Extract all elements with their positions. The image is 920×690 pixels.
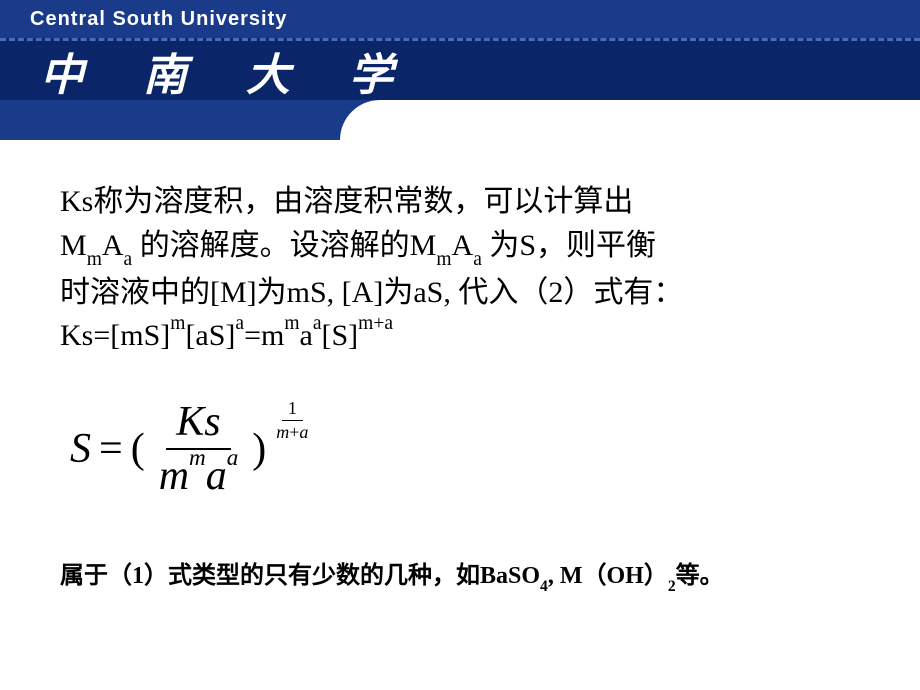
formula-den-m-exp: m bbox=[189, 444, 206, 470]
text-line2-e: 为S，则平衡 bbox=[482, 229, 656, 262]
formula-rparen: ) bbox=[252, 425, 266, 473]
formula-equals: = bbox=[99, 425, 123, 473]
university-chinese: 中 南 大 学 bbox=[40, 39, 417, 103]
superscript-mplusa: m+a bbox=[358, 313, 393, 334]
text-line4-d: a bbox=[300, 319, 313, 352]
footer-sub-4: 4 bbox=[540, 578, 548, 595]
formula-exp-den-m: m bbox=[276, 422, 289, 442]
formula-den-m: m bbox=[159, 453, 189, 499]
subscript-m: m bbox=[436, 249, 451, 270]
footer-text-b: , M（OH） bbox=[548, 563, 668, 589]
formula-denominator: mmaa bbox=[149, 450, 249, 500]
formula-exp-num: 1 bbox=[282, 398, 303, 421]
superscript-m: m bbox=[170, 313, 185, 334]
text-line1: Ks称为溶度积，由溶度积常数，可以计算出 bbox=[60, 185, 633, 218]
formula-den-a: a bbox=[206, 453, 227, 499]
formula-S: S bbox=[70, 425, 91, 473]
text-line2-c: 的溶解度。设溶解的M bbox=[132, 229, 436, 262]
text-line2-a: M bbox=[60, 229, 87, 262]
text-line4-e: [S] bbox=[322, 319, 359, 352]
superscript-m: m bbox=[284, 313, 299, 334]
formula-exp-den: m+a bbox=[272, 421, 312, 443]
slide-content: Ks称为溶度积，由溶度积常数，可以计算出 MmAa 的溶解度。设溶解的MmAa … bbox=[0, 140, 920, 594]
formula-fraction: Ks mmaa bbox=[149, 398, 249, 500]
formula-lparen: ( bbox=[131, 425, 145, 473]
formula-exponent-fraction: 1 m+a bbox=[272, 398, 312, 443]
subscript-a: a bbox=[124, 249, 133, 270]
subscript-a: a bbox=[473, 249, 482, 270]
solubility-formula: S = ( Ks mmaa ) 1 m+a bbox=[70, 398, 870, 500]
footer-text-a: 属于（1）式类型的只有少数的几种，如BaSO bbox=[60, 563, 540, 589]
text-line2-b: A bbox=[102, 229, 124, 262]
formula-exp-den-plus: + bbox=[289, 422, 299, 442]
text-line4-b: [aS] bbox=[185, 319, 235, 352]
header-curve-decoration bbox=[340, 100, 920, 160]
subscript-m: m bbox=[87, 249, 102, 270]
formula-den-a-exp: a bbox=[227, 444, 239, 470]
text-line4-a: Ks=[mS] bbox=[60, 319, 170, 352]
superscript-a: a bbox=[313, 313, 322, 334]
text-line3: 时溶液中的[M]为mS, [A]为aS, 代入（2）式有： bbox=[60, 276, 683, 309]
superscript-a: a bbox=[235, 313, 244, 334]
main-paragraph: Ks称为溶度积，由溶度积常数，可以计算出 MmAa 的溶解度。设溶解的MmAa … bbox=[60, 180, 870, 358]
university-english: Central South University bbox=[0, 0, 920, 38]
text-line2-d: A bbox=[452, 229, 474, 262]
footer-note: 属于（1）式类型的只有少数的几种，如BaSO4, M（OH）2等。 bbox=[60, 555, 870, 594]
text-line4-c: =m bbox=[244, 319, 284, 352]
slide-header: Central South University 中 南 大 学 bbox=[0, 0, 920, 140]
formula-numerator: Ks bbox=[166, 398, 230, 450]
university-chinese-banner: 中 南 大 学 bbox=[0, 38, 920, 100]
formula-exp-den-a: a bbox=[299, 422, 308, 442]
footer-text-c: 等。 bbox=[676, 563, 724, 589]
footer-sub-2: 2 bbox=[668, 578, 676, 595]
